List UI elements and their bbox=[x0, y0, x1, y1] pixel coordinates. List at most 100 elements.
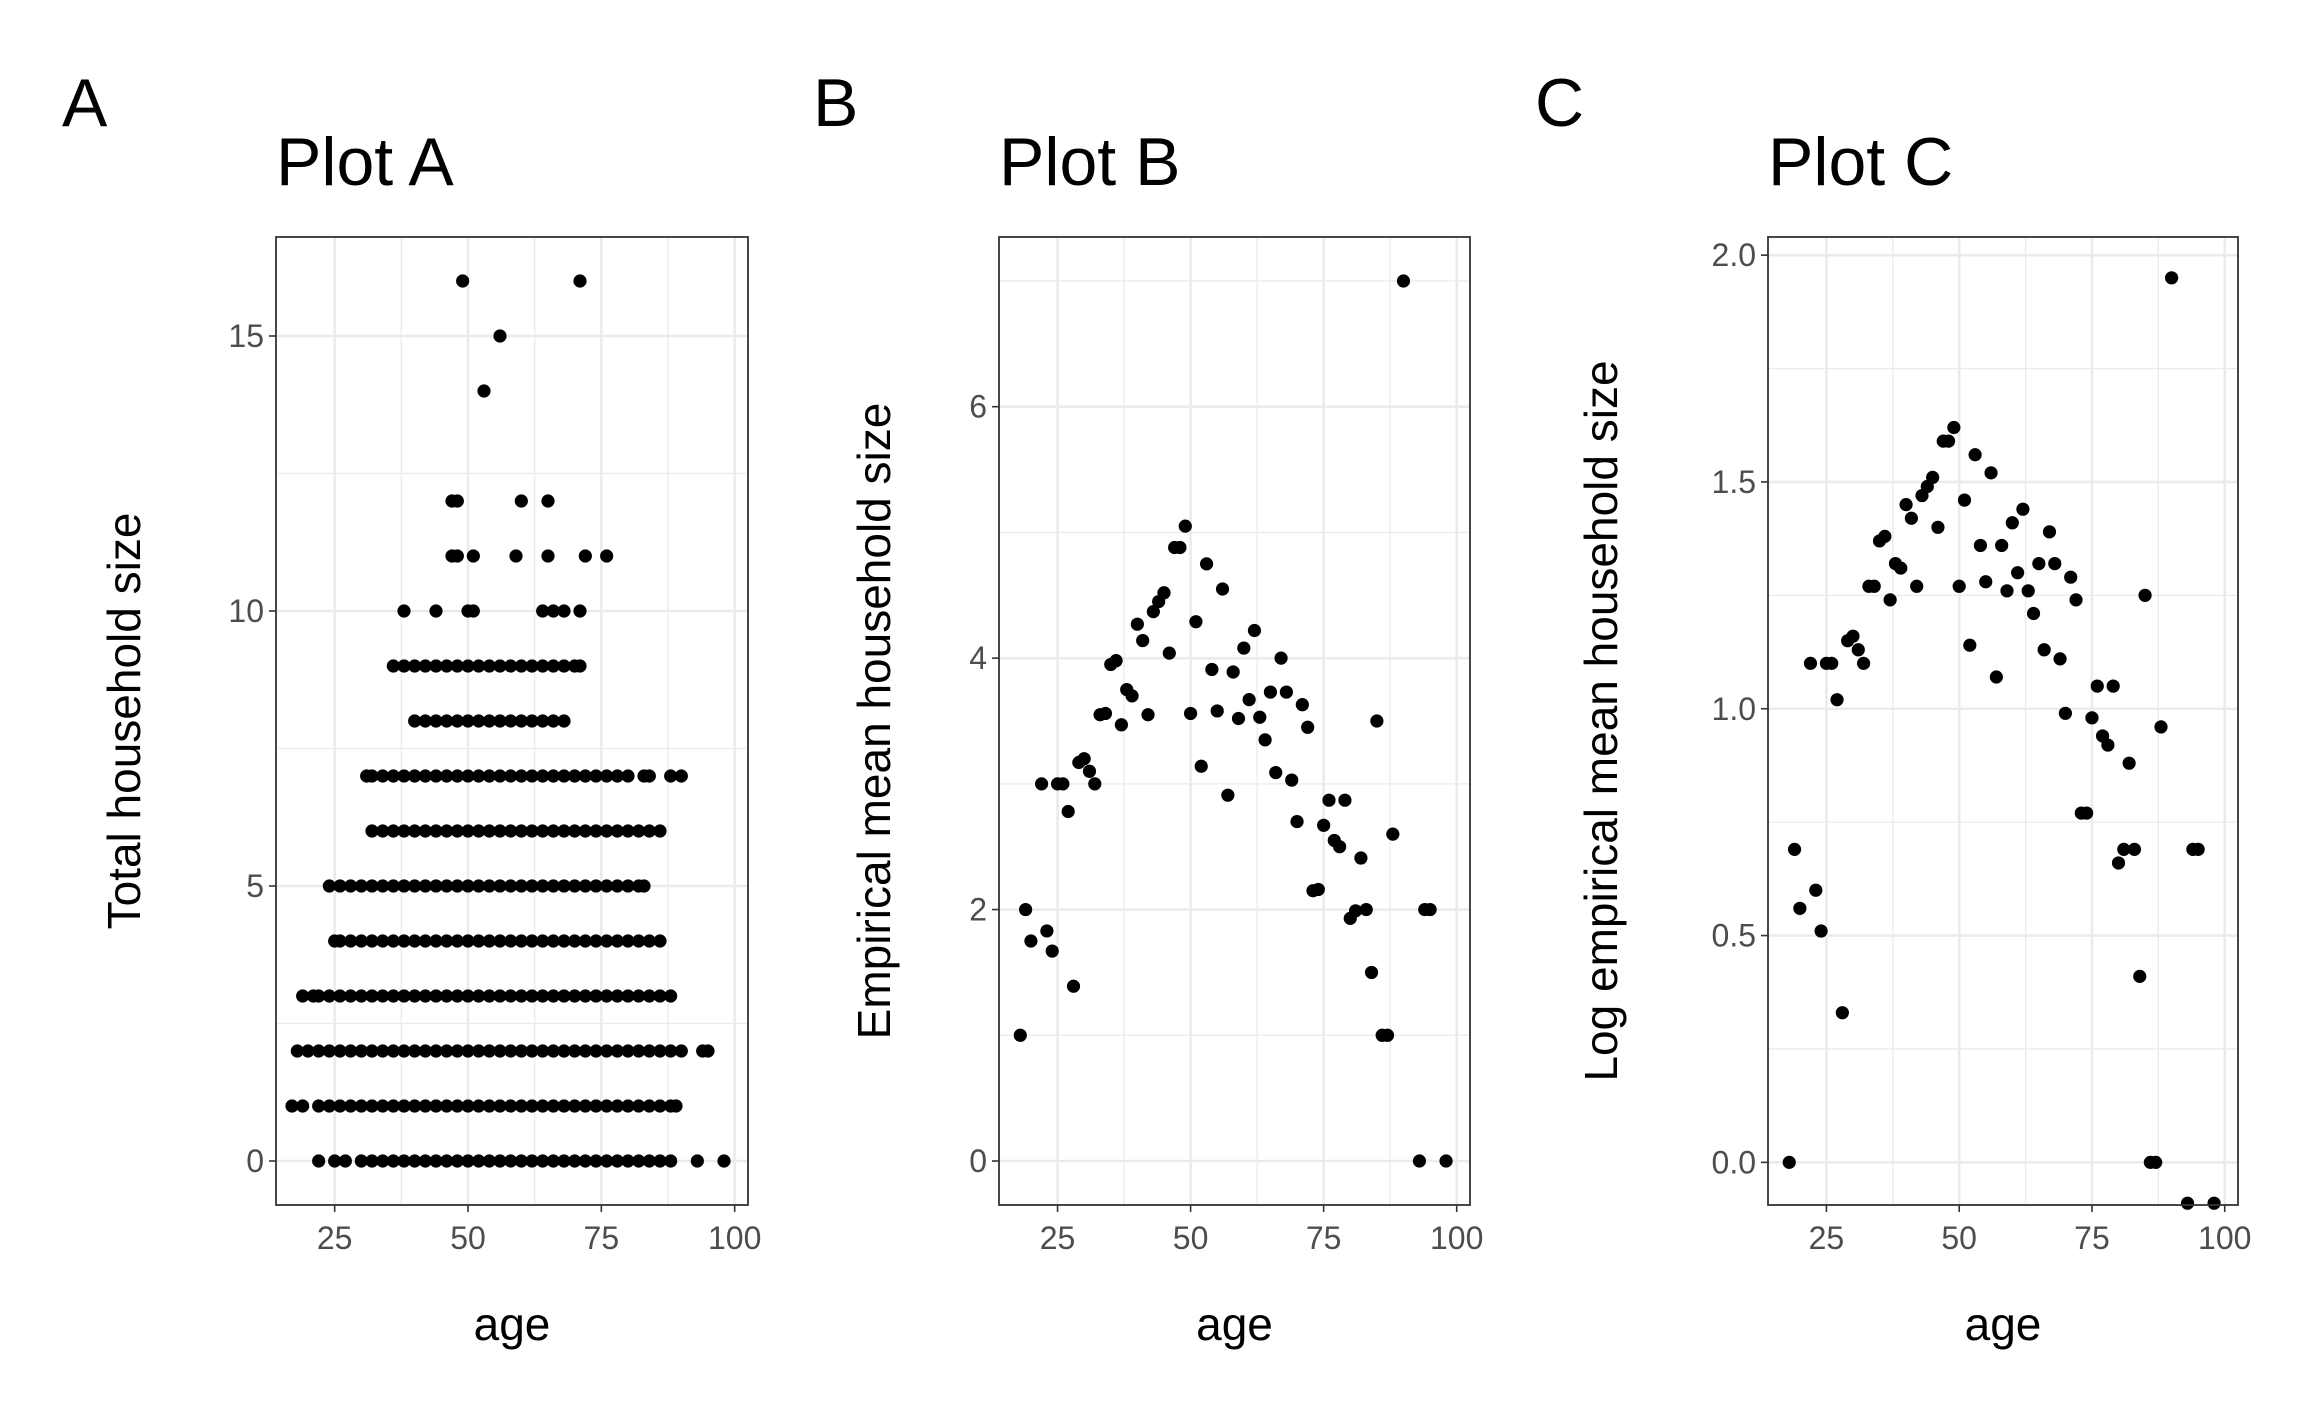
point bbox=[2207, 1196, 2221, 1210]
point bbox=[525, 769, 539, 783]
panel-tag: A bbox=[62, 65, 108, 141]
point bbox=[1995, 538, 2009, 553]
point bbox=[2180, 1196, 2195, 1210]
point bbox=[1311, 882, 1325, 897]
point bbox=[557, 824, 571, 838]
point bbox=[376, 934, 390, 948]
point bbox=[514, 659, 528, 673]
point bbox=[600, 824, 614, 838]
point bbox=[1931, 520, 1945, 534]
y-tick-label: 0.0 bbox=[1712, 1144, 1756, 1180]
point bbox=[2000, 584, 2014, 598]
point bbox=[1333, 840, 1347, 854]
point bbox=[386, 879, 400, 893]
point bbox=[578, 1044, 592, 1058]
point bbox=[1226, 665, 1240, 679]
point bbox=[418, 714, 432, 728]
point bbox=[472, 769, 486, 783]
y-tick-label: 5 bbox=[246, 868, 264, 904]
point bbox=[541, 549, 555, 563]
point bbox=[578, 824, 592, 838]
point bbox=[536, 1099, 550, 1113]
point bbox=[600, 1044, 614, 1058]
point bbox=[525, 1099, 539, 1113]
point bbox=[2069, 593, 2083, 607]
point bbox=[472, 989, 486, 1003]
point bbox=[1952, 579, 1966, 593]
point bbox=[578, 989, 592, 1003]
point bbox=[589, 1154, 603, 1168]
y-axis-title: Total household size bbox=[98, 513, 150, 930]
point bbox=[397, 769, 411, 783]
point bbox=[461, 879, 475, 893]
point bbox=[557, 879, 571, 893]
point bbox=[536, 1044, 550, 1058]
point bbox=[1034, 777, 1049, 791]
point bbox=[354, 989, 368, 1003]
point bbox=[376, 1099, 390, 1113]
point bbox=[2106, 679, 2120, 693]
point bbox=[408, 879, 422, 893]
point bbox=[1231, 711, 1246, 726]
point bbox=[1830, 693, 1844, 707]
point bbox=[429, 1154, 443, 1168]
point bbox=[2127, 842, 2142, 856]
point bbox=[365, 769, 379, 783]
point bbox=[408, 1044, 422, 1058]
point bbox=[1423, 902, 1437, 917]
point bbox=[408, 769, 422, 783]
point bbox=[600, 1154, 614, 1168]
point bbox=[408, 824, 422, 838]
point bbox=[2191, 842, 2205, 856]
panel: B Plot B 25 50 75 100 0 2 4 6 age Empirical mean ho… bbox=[813, 65, 1483, 1350]
point bbox=[1146, 605, 1160, 619]
point bbox=[2011, 566, 2025, 580]
point bbox=[546, 1154, 560, 1168]
point bbox=[312, 989, 326, 1003]
point bbox=[514, 1154, 528, 1168]
point bbox=[365, 989, 379, 1003]
point bbox=[1825, 656, 1839, 670]
point bbox=[610, 1099, 624, 1113]
point bbox=[296, 989, 310, 1003]
point bbox=[365, 934, 379, 948]
point bbox=[354, 1154, 368, 1168]
y-tick-label: 0 bbox=[246, 1143, 264, 1179]
point bbox=[525, 1044, 539, 1058]
point bbox=[429, 934, 443, 948]
point bbox=[1899, 498, 1913, 512]
x-tick-label: 50 bbox=[1941, 1220, 1977, 1256]
point bbox=[1386, 827, 1400, 841]
point bbox=[504, 659, 518, 673]
point bbox=[557, 769, 571, 783]
point bbox=[1253, 710, 1267, 724]
point bbox=[472, 824, 486, 838]
y-tick-label: 15 bbox=[228, 318, 264, 354]
point bbox=[1194, 759, 1208, 773]
point bbox=[573, 274, 587, 288]
point bbox=[1979, 575, 1993, 589]
y-tick-label: 1.0 bbox=[1712, 691, 1756, 727]
x-axis-title: age bbox=[1196, 1298, 1273, 1350]
point bbox=[536, 604, 550, 618]
point bbox=[450, 769, 464, 783]
point bbox=[493, 1154, 507, 1168]
y-tick-label: 0 bbox=[969, 1143, 987, 1179]
x-axis-title: age bbox=[474, 1298, 551, 1350]
point bbox=[450, 1099, 464, 1113]
point bbox=[1894, 561, 1908, 575]
point bbox=[450, 714, 464, 728]
point bbox=[514, 989, 528, 1003]
point bbox=[1279, 685, 1293, 699]
point bbox=[408, 659, 422, 673]
point bbox=[2021, 584, 2035, 598]
point bbox=[546, 604, 560, 618]
point bbox=[397, 824, 411, 838]
point bbox=[1077, 752, 1091, 766]
point bbox=[322, 989, 336, 1003]
point bbox=[589, 879, 603, 893]
y-tick-label: 1.5 bbox=[1712, 464, 1756, 500]
point bbox=[1258, 733, 1272, 747]
point bbox=[525, 824, 539, 838]
point bbox=[408, 1154, 422, 1168]
